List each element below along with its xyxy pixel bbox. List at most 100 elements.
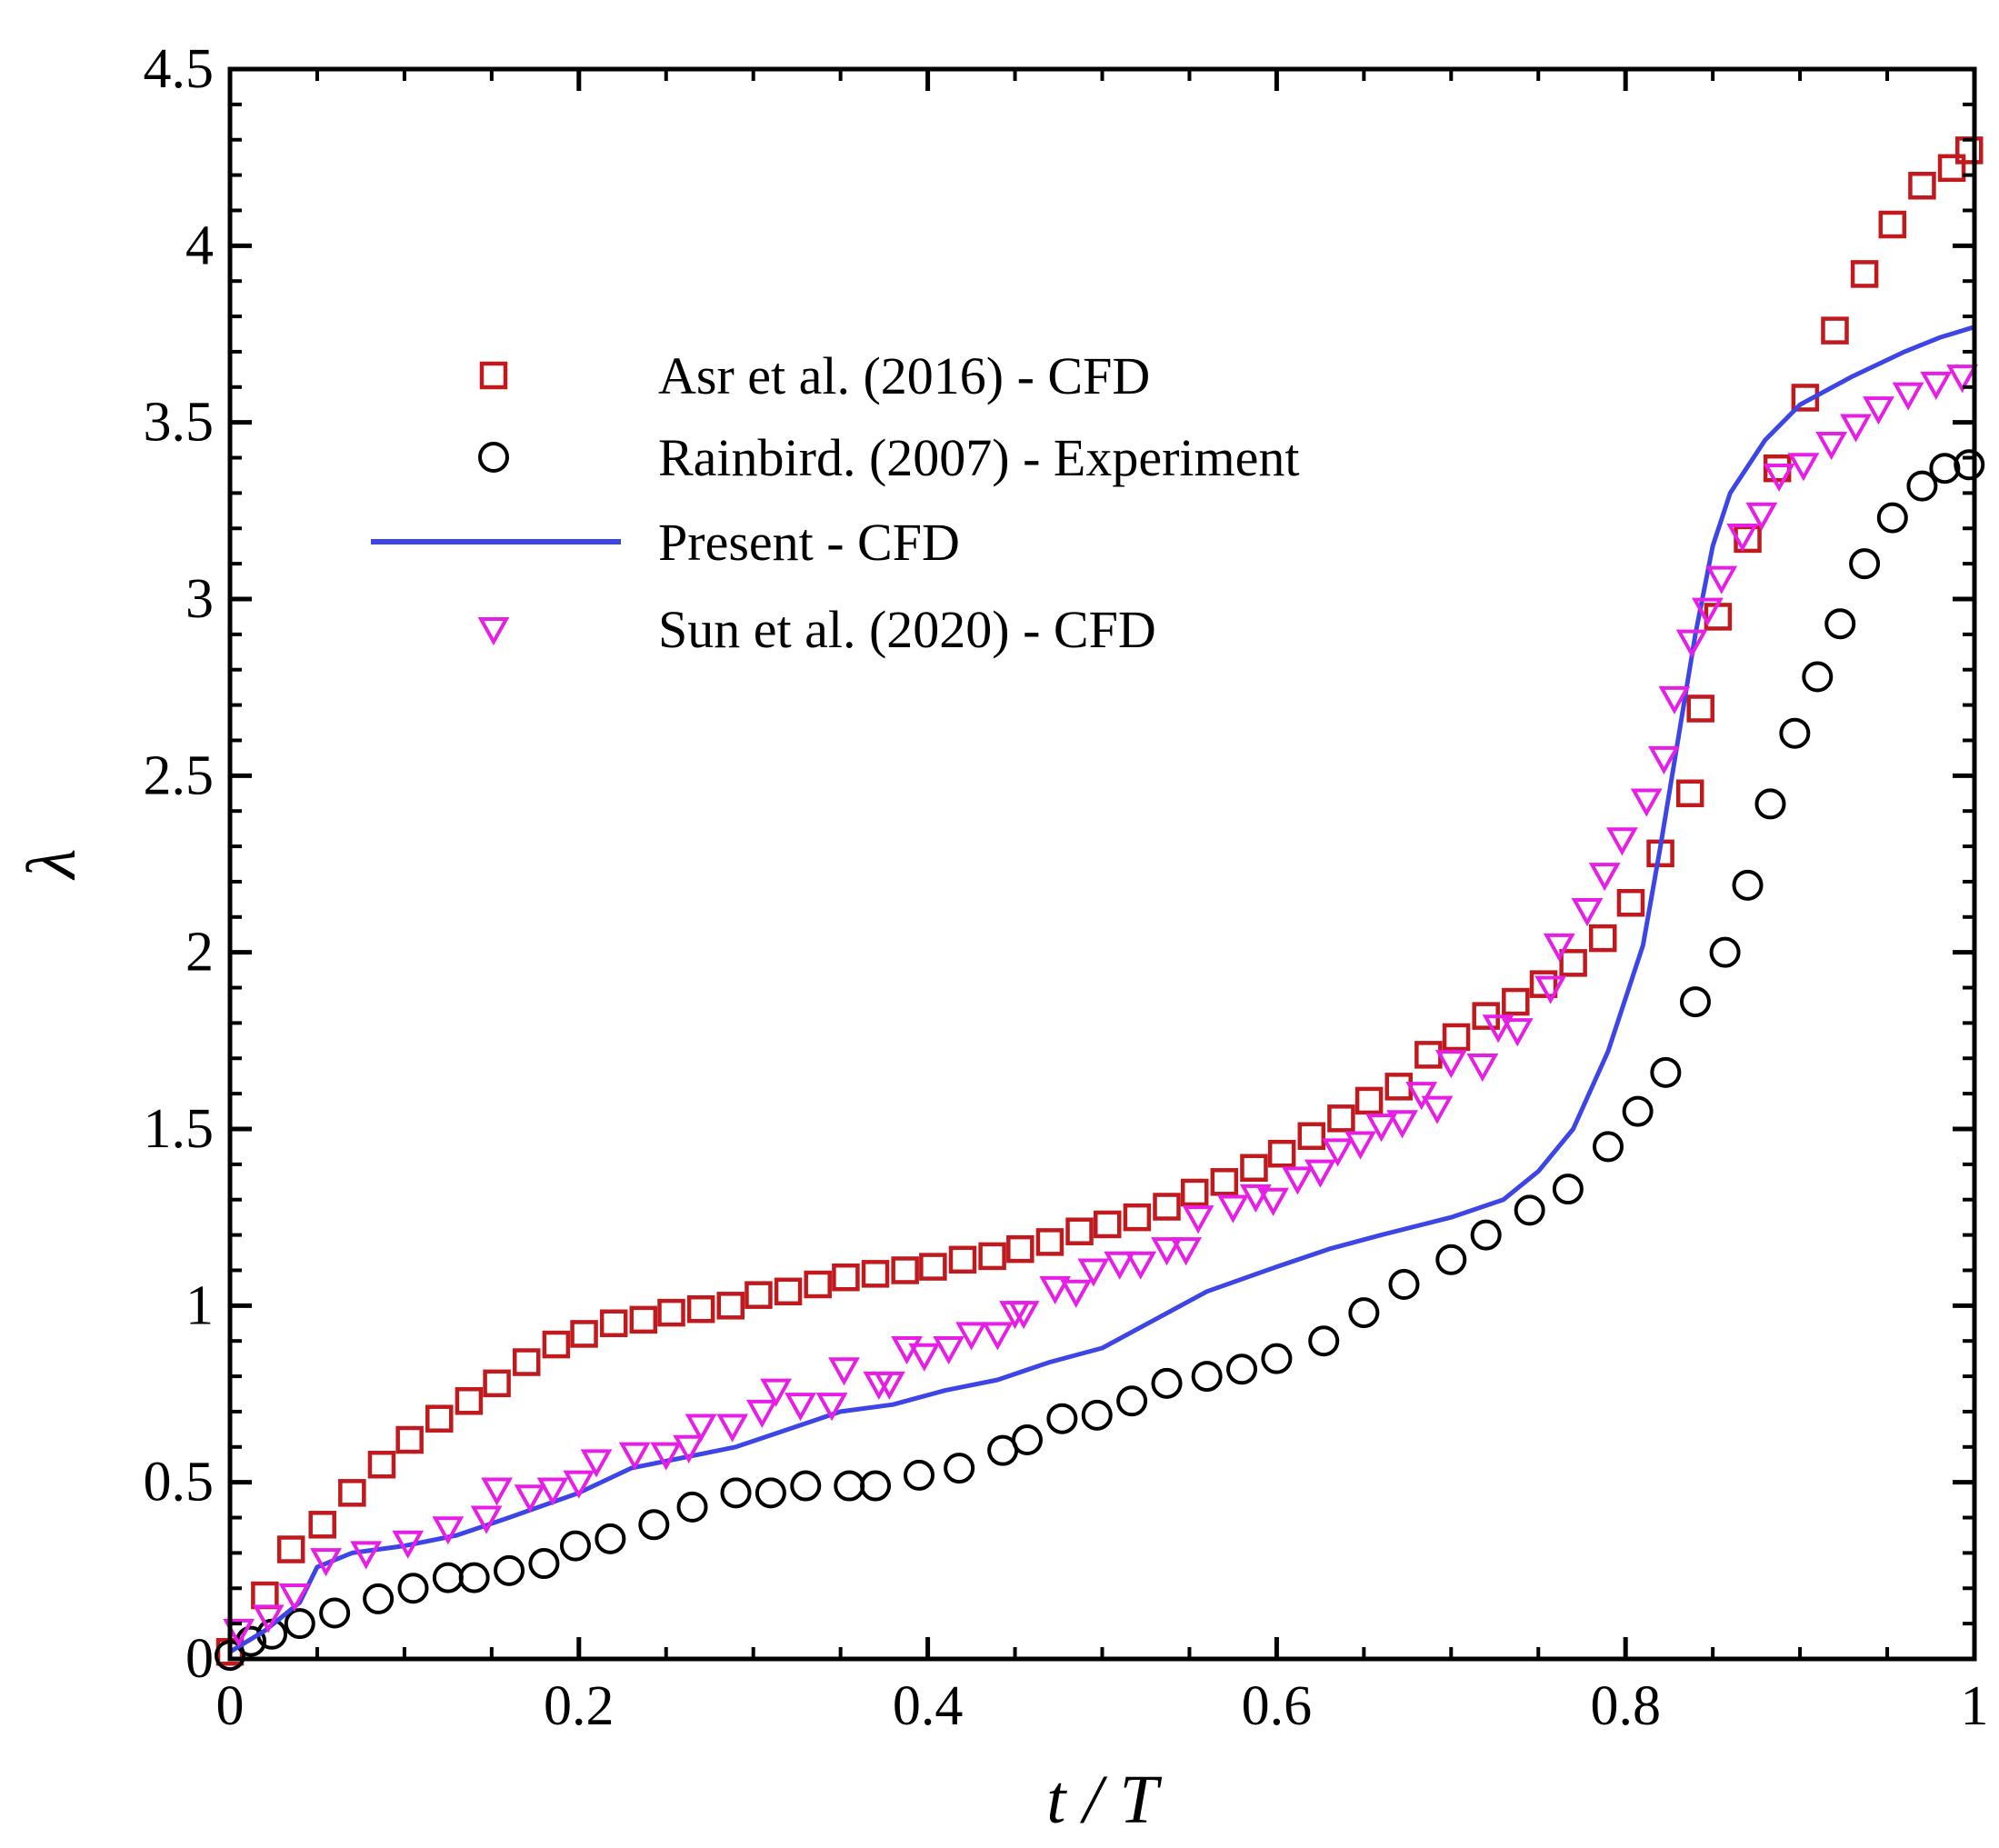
data-point bbox=[1007, 1301, 1040, 1330]
data-point bbox=[1094, 1210, 1122, 1239]
legend-label: Rainbird. (2007) - Experiment bbox=[658, 428, 1300, 487]
data-point bbox=[1282, 1166, 1314, 1195]
data-point bbox=[1954, 136, 1984, 165]
data-point bbox=[1552, 1174, 1584, 1205]
data-point bbox=[1226, 1354, 1258, 1385]
data-point bbox=[319, 1597, 351, 1629]
data-point bbox=[1514, 1194, 1545, 1226]
data-point bbox=[1046, 1403, 1078, 1434]
data-point bbox=[1892, 382, 1924, 411]
data-point bbox=[1589, 924, 1617, 953]
data-point bbox=[1182, 1205, 1214, 1234]
data-point bbox=[251, 1581, 279, 1610]
data-point bbox=[1802, 661, 1834, 693]
data-point bbox=[1466, 1054, 1499, 1083]
data-point bbox=[363, 1583, 395, 1614]
data-point bbox=[1151, 1367, 1183, 1399]
data-point bbox=[1937, 154, 1966, 183]
data-point bbox=[1170, 1237, 1203, 1266]
data-point bbox=[760, 1378, 793, 1407]
data-point bbox=[774, 1277, 803, 1306]
data-point bbox=[1906, 470, 1938, 502]
data-point bbox=[392, 1530, 425, 1559]
series-3 bbox=[228, 325, 1975, 1654]
x-tick-label: 0.4 bbox=[893, 1675, 964, 1737]
data-point bbox=[861, 1260, 890, 1288]
data-point bbox=[1261, 1343, 1293, 1374]
data-point bbox=[1648, 745, 1680, 774]
data-point bbox=[563, 1470, 595, 1499]
y-tick-label: 4 bbox=[185, 215, 214, 276]
data-point bbox=[1878, 210, 1907, 239]
legend-entry-3: Present - CFD bbox=[371, 513, 960, 572]
data-point bbox=[223, 1618, 255, 1647]
x-tick-label: 0.6 bbox=[1242, 1675, 1313, 1737]
data-point bbox=[1920, 371, 1953, 401]
data-point bbox=[1863, 396, 1894, 425]
data-point bbox=[1593, 1131, 1624, 1163]
data-point bbox=[804, 1270, 832, 1299]
data-point bbox=[955, 1322, 987, 1351]
data-point bbox=[1686, 694, 1714, 723]
data-point bbox=[1787, 453, 1820, 482]
x-tick-label: 0.2 bbox=[544, 1675, 615, 1737]
data-point bbox=[1732, 869, 1764, 901]
data-point bbox=[1434, 1050, 1467, 1079]
data-point bbox=[676, 1491, 708, 1523]
data-point bbox=[494, 1554, 525, 1586]
data-point bbox=[338, 1479, 366, 1507]
data-point bbox=[1616, 889, 1645, 917]
data-point bbox=[1482, 1014, 1514, 1044]
data-point bbox=[686, 1294, 715, 1324]
data-point bbox=[1365, 1114, 1397, 1143]
data-point bbox=[1180, 1178, 1209, 1207]
data-point bbox=[395, 1425, 424, 1454]
data-point bbox=[1304, 1159, 1336, 1188]
data-point bbox=[1763, 463, 1795, 493]
data-point bbox=[1006, 1234, 1034, 1264]
data-point bbox=[1824, 608, 1856, 640]
data-point bbox=[276, 1535, 305, 1563]
data-point bbox=[755, 1477, 786, 1509]
data-point bbox=[1709, 936, 1741, 968]
y-tick-label: 4.5 bbox=[144, 38, 215, 100]
data-point bbox=[432, 1562, 464, 1593]
data-point bbox=[470, 1505, 503, 1534]
data-point bbox=[1354, 1086, 1384, 1115]
data-point bbox=[397, 1573, 429, 1604]
y-tick-label: 2 bbox=[185, 922, 214, 984]
data-point bbox=[1060, 1279, 1093, 1308]
axes-layer: 0 0.2 0.4 0.6 0.8 1 0 0.5 1 1.5 2 2.5 3 3.5 4 4.5 t / T λ bbox=[14, 38, 1989, 1838]
data-point bbox=[1116, 1385, 1148, 1417]
data-point bbox=[1414, 1041, 1443, 1069]
data-point bbox=[1297, 1122, 1326, 1151]
data-point bbox=[657, 1298, 685, 1327]
series-4 bbox=[223, 365, 1978, 1647]
data-point bbox=[1191, 1361, 1223, 1393]
data-point bbox=[595, 1523, 626, 1554]
legend-label: Sun et al. (2020) - CFD bbox=[658, 600, 1156, 659]
data-point bbox=[832, 1263, 860, 1292]
y-tick-label: 0 bbox=[185, 1628, 214, 1690]
data-point bbox=[873, 1371, 905, 1400]
data-point bbox=[1588, 863, 1621, 892]
data-point bbox=[1954, 449, 1985, 481]
data-point bbox=[599, 1309, 628, 1338]
data-point bbox=[284, 1608, 315, 1640]
y-tick-label: 1 bbox=[185, 1274, 214, 1336]
data-point bbox=[1035, 1228, 1064, 1256]
data-point bbox=[828, 1357, 860, 1386]
legend: Asr et al. (2016) - CFD Rainbird. (2007) … bbox=[371, 346, 1300, 659]
data-point bbox=[650, 1442, 683, 1471]
data-point bbox=[716, 1292, 745, 1320]
data-point bbox=[1257, 1187, 1289, 1216]
y-axis-title: λ bbox=[14, 849, 90, 881]
data-point bbox=[1815, 431, 1848, 461]
data-point bbox=[1124, 1251, 1157, 1280]
data-point bbox=[1104, 1251, 1136, 1280]
data-point bbox=[1840, 414, 1872, 443]
data-point bbox=[1470, 1219, 1502, 1251]
data-point bbox=[618, 1442, 651, 1471]
data-point bbox=[716, 1413, 749, 1443]
